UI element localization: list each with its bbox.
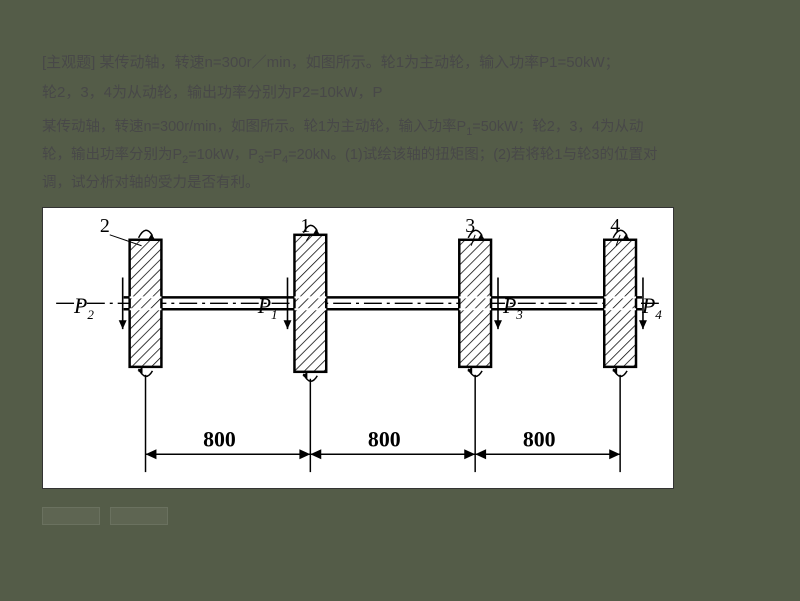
svg-text:P2: P2 — [73, 294, 94, 322]
svg-text:4: 4 — [610, 215, 620, 237]
ghost-button-1[interactable] — [42, 507, 100, 525]
diagram-svg: 2P21P13P34P4800800800 — [43, 208, 673, 488]
svg-text:1: 1 — [300, 215, 310, 237]
question-block: [主观题] 某传动轴，转速n=300r／min，如图所示。轮1为主动轮，输入功率… — [42, 48, 758, 197]
ghost-button-2[interactable] — [110, 507, 168, 525]
restate-row1: 某传动轴，转速n=300r/min，如图所示。轮1为主动轮，输入功率P1=50k… — [42, 114, 758, 142]
svg-text:3: 3 — [465, 215, 475, 237]
svg-text:800: 800 — [368, 427, 401, 451]
restate-row3: 调，试分析对轴的受力是否有利。 — [42, 170, 758, 197]
svg-text:800: 800 — [203, 427, 236, 451]
question-title-row2: 轮2，3，4为从动轮，输出功率分别为P2=10kW，P — [42, 78, 758, 108]
restate-row2: 轮，输出功率分别为P2=10kW，P3=P4=20kN。(1)试绘该轴的扭矩图；… — [42, 142, 758, 170]
svg-text:P4: P4 — [641, 294, 662, 322]
question-title-line1: 某传动轴，转速n=300r／min，如图所示。轮1为主动轮，输入功率P1=50k… — [95, 54, 619, 71]
svg-text:2: 2 — [100, 215, 110, 237]
question-title-row1: [主观题] 某传动轴，转速n=300r／min，如图所示。轮1为主动轮，输入功率… — [42, 48, 758, 78]
button-row — [42, 507, 758, 525]
question-restatement: 某传动轴，转速n=300r/min，如图所示。轮1为主动轮，输入功率P1=50k… — [42, 114, 758, 197]
svg-text:800: 800 — [523, 427, 556, 451]
question-tag: [主观题] — [42, 54, 95, 71]
shaft-diagram: 2P21P13P34P4800800800 — [42, 207, 674, 489]
